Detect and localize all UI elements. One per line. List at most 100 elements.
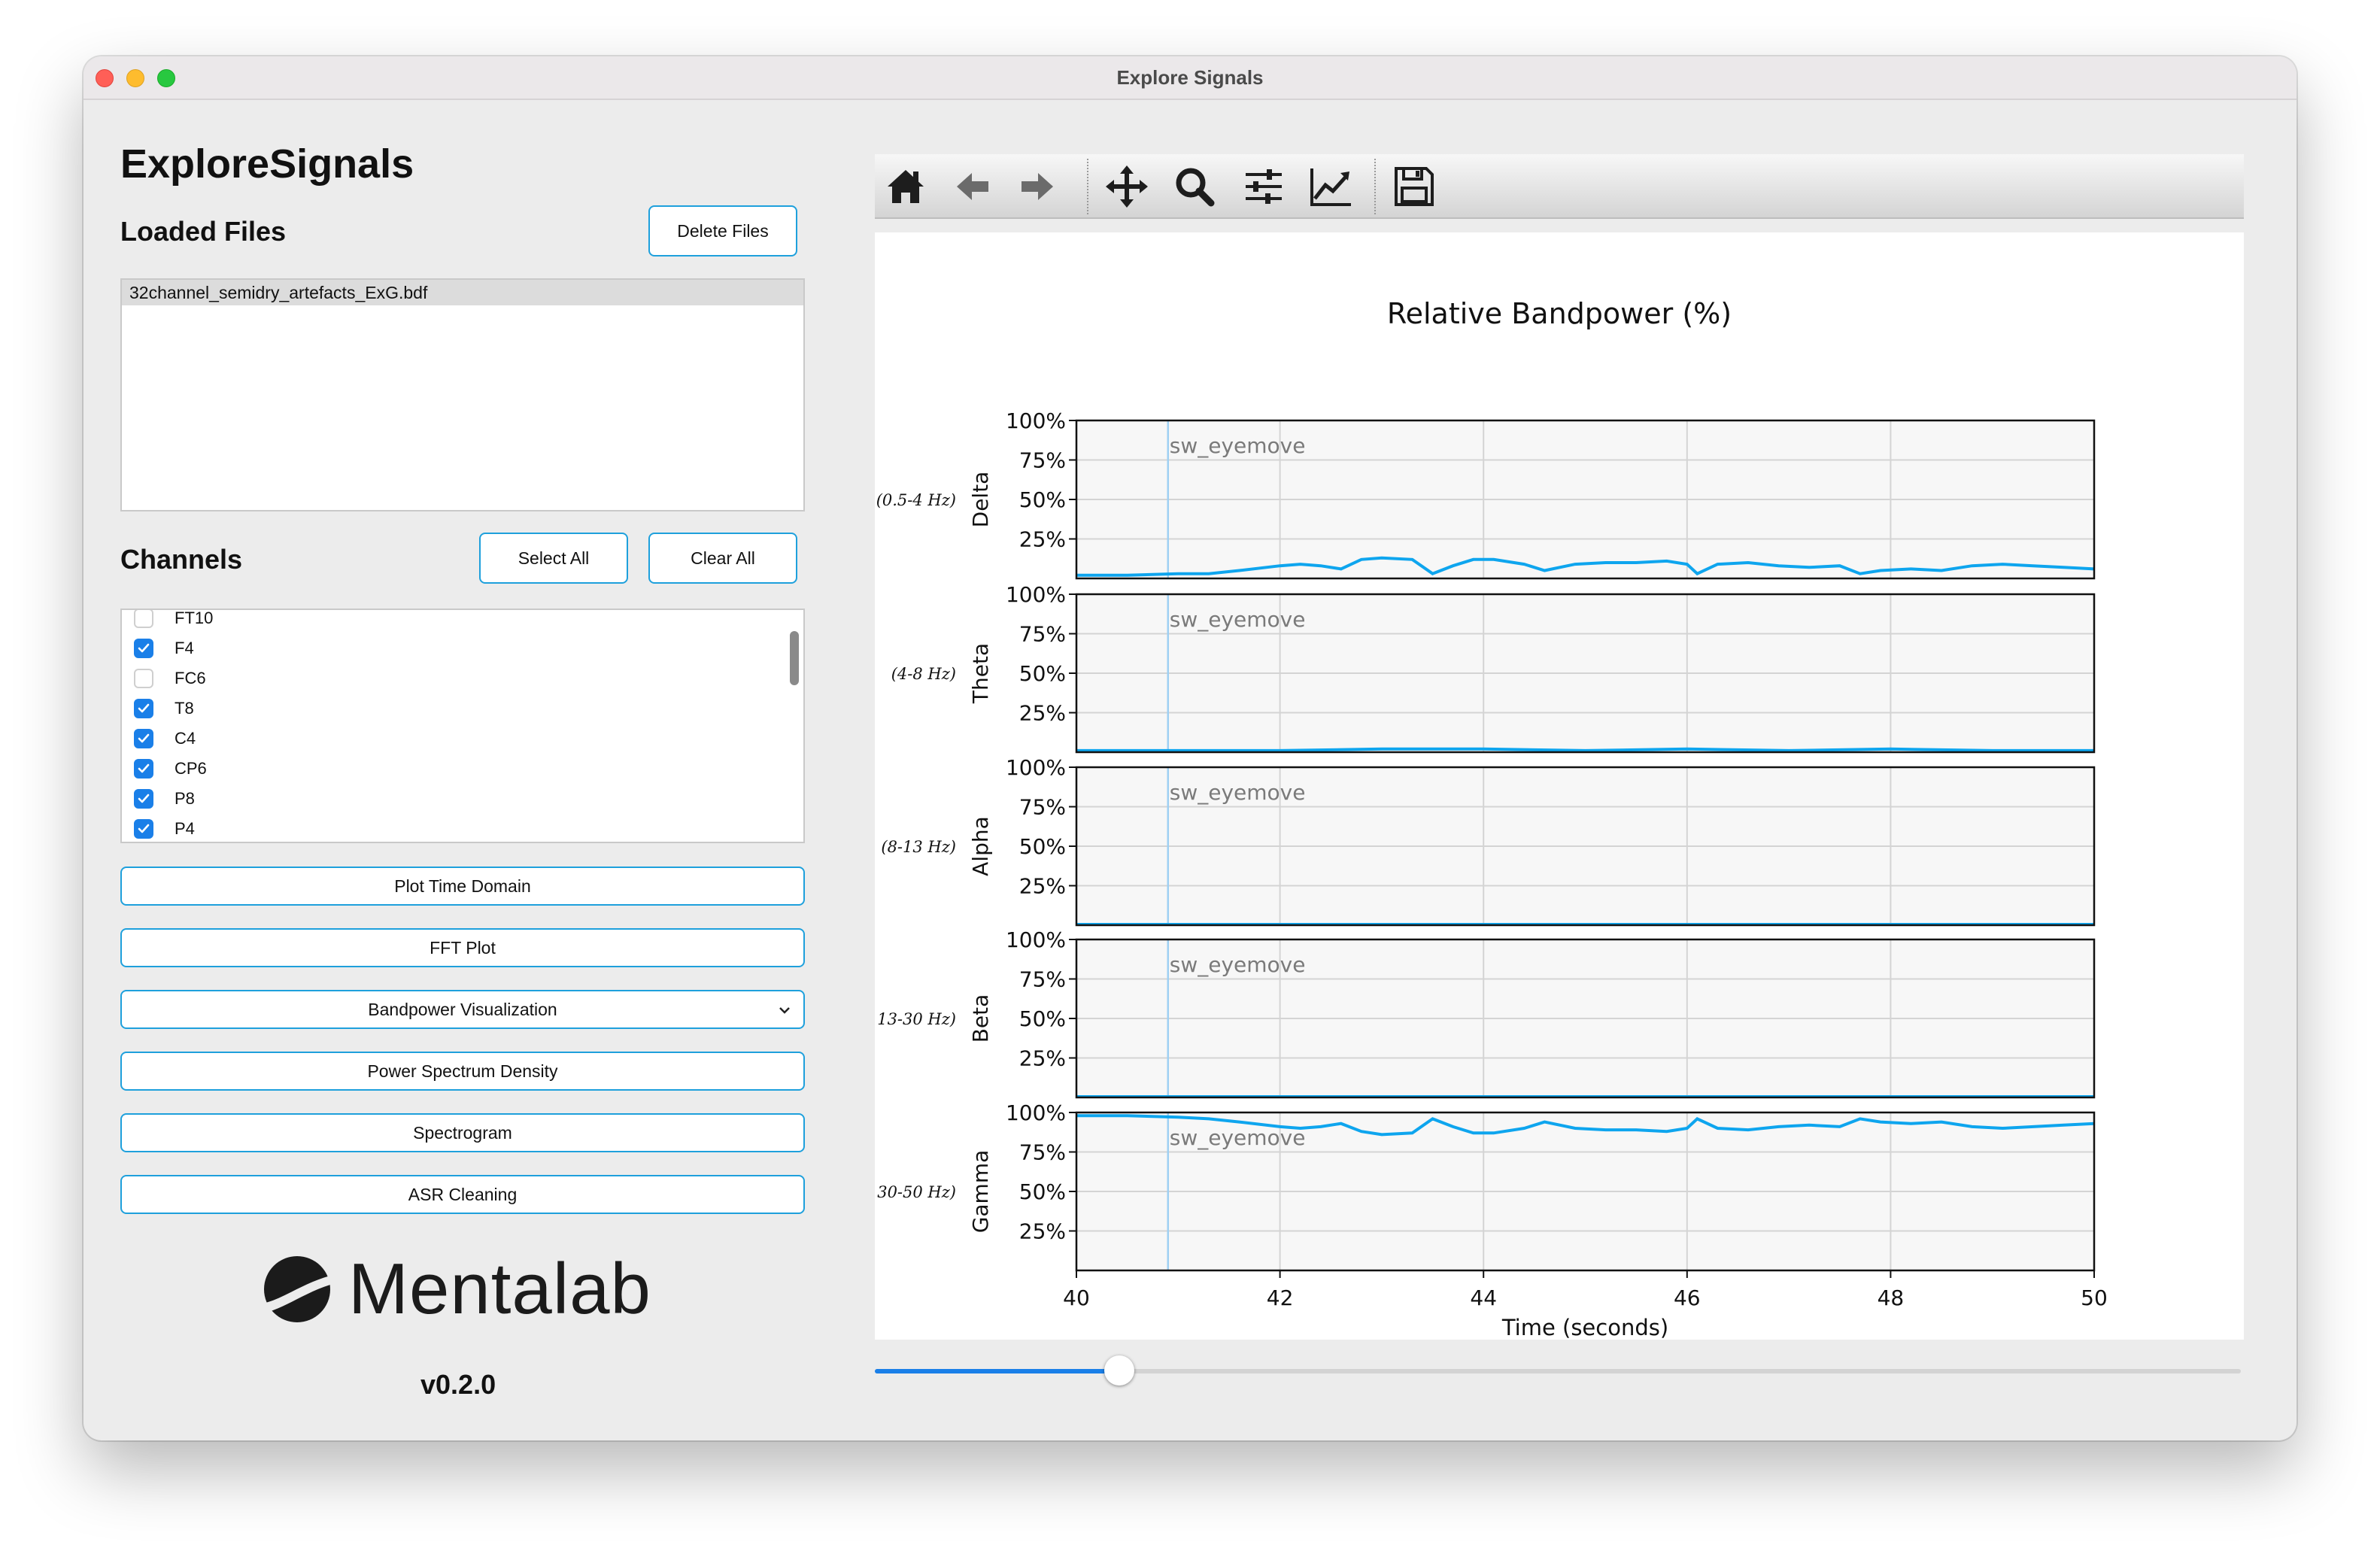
channel-label: F4 — [175, 639, 194, 657]
panel-range-label: 13-30 Hz) — [877, 1010, 956, 1028]
checkmark-icon — [138, 643, 150, 653]
zoom-icon[interactable] — [1170, 162, 1219, 211]
channel-item[interactable]: T8 — [134, 696, 194, 721]
version-label: v0.2.0 — [420, 1369, 496, 1400]
panel-ylabel: Beta — [968, 994, 993, 1043]
series-line-gamma — [1076, 1114, 2095, 1137]
channel-checkbox[interactable] — [134, 699, 153, 718]
channel-label: FT10 — [175, 609, 214, 627]
time-slider-handle[interactable] — [1104, 1355, 1135, 1386]
select-all-button[interactable]: Select All — [479, 533, 628, 584]
y-tick-label: 25% — [1019, 874, 1066, 899]
minimize-window-button[interactable] — [126, 69, 144, 87]
series-line-delta — [1076, 556, 2095, 577]
time-slider-fill — [875, 1369, 1120, 1373]
zoom-window-button[interactable] — [157, 69, 175, 87]
plot-toolbar — [875, 154, 2244, 219]
channel-item[interactable]: P8 — [134, 786, 195, 812]
y-tick-label: 50% — [1019, 661, 1066, 686]
panel-range-label: (4-8 Hz) — [891, 665, 956, 683]
loaded-files-list[interactable]: 32channel_semidry_artefacts_ExG.bdf — [120, 278, 805, 511]
channel-item[interactable]: FT10 — [134, 609, 214, 631]
time-slider[interactable] — [875, 1355, 2241, 1386]
forward-arrow-icon[interactable] — [1013, 162, 1063, 211]
pan-icon[interactable] — [1102, 162, 1152, 211]
y-tick-label: 25% — [1019, 1219, 1066, 1244]
y-tick-label: 100% — [1006, 755, 1066, 780]
channel-item[interactable]: C4 — [134, 726, 196, 751]
app-window: Explore Signals ExploreSignals Loaded Fi… — [83, 56, 2297, 1440]
checkmark-icon — [138, 733, 150, 743]
home-icon[interactable] — [881, 162, 930, 211]
channel-checkbox[interactable] — [134, 789, 153, 809]
checkmark-icon — [138, 763, 150, 773]
channel-checkbox[interactable] — [134, 669, 153, 688]
y-tick-label: 25% — [1019, 701, 1066, 726]
y-tick-label: 50% — [1019, 1006, 1066, 1031]
event-marker-label: sw_eyemove — [1170, 607, 1306, 632]
mentalab-logo-text: Mentalab — [348, 1249, 651, 1329]
plot-time-domain-button[interactable]: Plot Time Domain — [120, 867, 805, 906]
file-item[interactable]: 32channel_semidry_artefacts_ExG.bdf — [122, 280, 803, 305]
panel-range-label: (8-13 Hz) — [881, 838, 956, 856]
chart-title: Relative Bandpower (%) — [1387, 297, 1732, 330]
series-line-theta — [1076, 747, 2094, 752]
window-title: Explore Signals — [1116, 65, 1264, 89]
y-tick-label: 25% — [1019, 1046, 1066, 1071]
channel-item[interactable]: P4 — [134, 816, 195, 842]
close-window-button[interactable] — [96, 69, 114, 87]
edit-axis-icon[interactable] — [1307, 162, 1356, 211]
panel-ylabel: Theta — [968, 643, 993, 704]
x-tick-label: 48 — [1878, 1285, 1905, 1310]
channel-item[interactable]: CP6 — [134, 756, 207, 782]
save-icon[interactable] — [1389, 162, 1439, 211]
channel-checkbox[interactable] — [134, 819, 153, 839]
y-tick-label: 100% — [1006, 408, 1066, 433]
panel-ylabel: Delta — [968, 472, 993, 528]
configure-subplots-icon[interactable] — [1239, 162, 1289, 211]
y-tick-label: 75% — [1019, 967, 1066, 992]
channel-checkbox[interactable] — [134, 759, 153, 779]
clear-all-button[interactable]: Clear All — [648, 533, 797, 584]
channel-checkbox[interactable] — [134, 729, 153, 748]
app-title: ExploreSignals — [120, 141, 414, 187]
spectrogram-button[interactable]: Spectrogram — [120, 1113, 805, 1152]
channel-list[interactable]: FT10 F4 FC6 T8 C4 CP6 P8 P4 — [120, 609, 805, 843]
y-tick-label: 75% — [1019, 622, 1066, 647]
window-controls — [96, 69, 175, 87]
channel-item[interactable]: F4 — [134, 636, 194, 661]
x-tick-label: 42 — [1267, 1285, 1294, 1310]
panel-ylabel: Gamma — [968, 1150, 993, 1234]
y-tick-label: 100% — [1006, 1100, 1066, 1125]
channel-item[interactable]: FC6 — [134, 666, 206, 691]
back-arrow-icon[interactable] — [947, 162, 997, 211]
x-axis-label: Time (seconds) — [1501, 1315, 1668, 1340]
delete-files-button[interactable]: Delete Files — [648, 205, 797, 256]
x-tick-label: 40 — [1063, 1285, 1090, 1310]
bandpower-dropdown[interactable]: Bandpower Visualization — [120, 990, 805, 1029]
panel-range-label: 30-50 Hz) — [877, 1183, 956, 1201]
x-tick-label: 44 — [1470, 1285, 1497, 1310]
mentalab-logo: Mentalab — [261, 1248, 651, 1331]
loaded-files-title: Loaded Files — [120, 216, 287, 247]
channel-checkbox[interactable] — [134, 610, 153, 628]
event-marker-label: sw_eyemove — [1170, 780, 1306, 805]
asr-cleaning-button[interactable]: ASR Cleaning — [120, 1175, 805, 1214]
x-tick-label: 50 — [2081, 1285, 2108, 1310]
channels-title: Channels — [120, 544, 243, 575]
y-tick-label: 25% — [1019, 527, 1066, 552]
y-tick-label: 75% — [1019, 795, 1066, 820]
checkmark-icon — [138, 794, 150, 803]
channel-list-scrollbar[interactable] — [790, 631, 799, 685]
channel-label: P8 — [175, 789, 195, 808]
event-marker-label: sw_eyemove — [1170, 952, 1306, 977]
psd-button[interactable]: Power Spectrum Density — [120, 1052, 805, 1091]
channel-label: P4 — [175, 819, 195, 838]
bandpower-chart: Relative Bandpower (%) sw_eyemove 25% 50% 75… — [876, 297, 2108, 1340]
panel-ylabel: Alpha — [968, 816, 993, 876]
fft-plot-button[interactable]: FFT Plot — [120, 928, 805, 967]
checkmark-icon — [138, 703, 150, 713]
event-marker-label: sw_eyemove — [1170, 433, 1306, 458]
channel-checkbox[interactable] — [134, 639, 153, 658]
plot-canvas[interactable]: Relative Bandpower (%) sw_eyemove 25% 50% 75… — [875, 232, 2244, 1340]
